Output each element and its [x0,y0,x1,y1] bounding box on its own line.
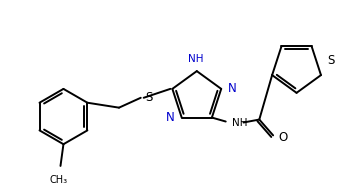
Text: N: N [228,82,237,95]
Text: S: S [327,54,334,67]
Text: S: S [146,91,153,104]
Text: N: N [166,111,175,124]
Text: CH₃: CH₃ [49,175,68,185]
Text: O: O [278,131,287,144]
Text: NH: NH [231,119,247,128]
Text: NH: NH [188,54,203,64]
